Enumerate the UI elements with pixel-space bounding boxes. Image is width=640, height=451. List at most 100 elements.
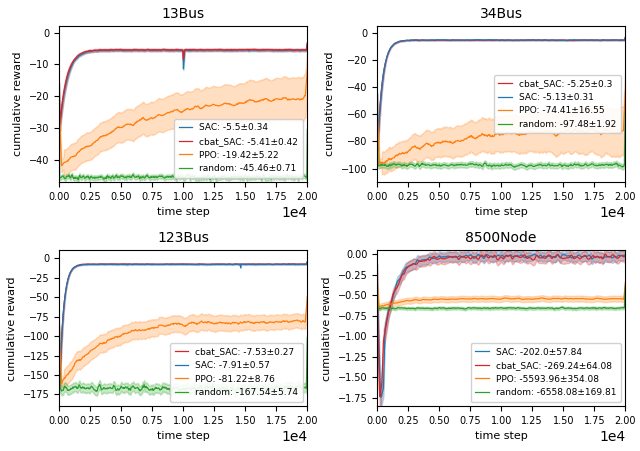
cbat_SAC: -7.53±0.27: (0, -102): -7.53±0.27: (0, -102) bbox=[55, 335, 63, 340]
PPO: -19.42±5.22: (200, -41.8): -19.42±5.22: (200, -41.8) bbox=[58, 163, 65, 168]
random: -45.46±0.71: (9.5e+03, -45.7): -45.46±0.71: (9.5e+03, -45.7) bbox=[173, 175, 180, 180]
PPO: -19.42±5.22: (1.09e+04, -23.7): -19.42±5.22: (1.09e+04, -23.7) bbox=[190, 105, 198, 110]
random: -97.48±1.92: (9.5e+03, -98.1): -97.48±1.92: (9.5e+03, -98.1) bbox=[491, 163, 499, 169]
random: -167.54±5.74: (1.08e+04, -166): -167.54±5.74: (1.08e+04, -166) bbox=[189, 385, 197, 390]
Line: cbat_SAC: -5.25±0.3: cbat_SAC: -5.25±0.3 bbox=[377, 37, 625, 141]
Line: PPO: -19.42±5.22: PPO: -19.42±5.22 bbox=[59, 70, 307, 166]
Legend: cbat_SAC: -5.25±0.3, SAC: -5.13±0.31, PPO: -74.41±16.55, random: -97.48±1.92: cbat_SAC: -5.25±0.3, SAC: -5.13±0.31, PP… bbox=[494, 75, 621, 133]
cbat_SAC: -5.41±0.42: (1.96e+04, -5.35): -5.41±0.42: (1.96e+04, -5.35) bbox=[298, 47, 306, 52]
random: -97.48±1.92: (1.08e+04, -97.5): -97.48±1.92: (1.08e+04, -97.5) bbox=[508, 162, 515, 168]
SAC: -5.5±0.34: (9.54e+03, -5.57): -5.5±0.34: (9.54e+03, -5.57) bbox=[173, 48, 181, 53]
SAC: -5.13±0.31: (9.66e+03, -5.04): -5.13±0.31: (9.66e+03, -5.04) bbox=[493, 37, 500, 42]
Line: PPO: -5593.96±354.08: PPO: -5593.96±354.08 bbox=[377, 281, 625, 308]
PPO: -81.22±8.76: (9.66e+03, -84.3): -81.22±8.76: (9.66e+03, -84.3) bbox=[175, 321, 183, 327]
Y-axis label: cumulative reward: cumulative reward bbox=[322, 276, 332, 381]
PPO: -5593.96±354.08: (1.19e+04, -0.544): -5593.96±354.08: (1.19e+04, -0.544) bbox=[522, 296, 529, 302]
SAC: -5.13±0.31: (1.09e+04, -5.24): -5.13±0.31: (1.09e+04, -5.24) bbox=[508, 37, 516, 43]
PPO: -19.42±5.22: (9.54e+03, -24.2): -19.42±5.22: (9.54e+03, -24.2) bbox=[173, 107, 181, 112]
SAC: -5.5±0.34: (1.96e+04, -5.48): -5.5±0.34: (1.96e+04, -5.48) bbox=[298, 47, 306, 53]
random: -6558.08±169.81: (1.43e+04, -0.666): -6558.08±169.81: (1.43e+04, -0.666) bbox=[550, 306, 558, 312]
PPO: -19.42±5.22: (9.66e+03, -24.7): -19.42±5.22: (9.66e+03, -24.7) bbox=[175, 108, 183, 114]
random: -97.48±1.92: (9.62e+03, -97.9): -97.48±1.92: (9.62e+03, -97.9) bbox=[493, 163, 500, 168]
SAC: -5.5±0.34: (1.19e+04, -5.45): -5.5±0.34: (1.19e+04, -5.45) bbox=[204, 47, 211, 53]
random: -97.48±1.92: (1.11e+04, -99): -97.48±1.92: (1.11e+04, -99) bbox=[511, 165, 518, 170]
random: -6558.08±169.81: (1.96e+04, -0.652): -6558.08±169.81: (1.96e+04, -0.652) bbox=[616, 305, 624, 311]
SAC: -5.13±0.31: (1.19e+04, -5.17): -5.13±0.31: (1.19e+04, -5.17) bbox=[522, 37, 529, 43]
SAC: -5.13±0.31: (2e+04, -3.12): -5.13±0.31: (2e+04, -3.12) bbox=[621, 35, 629, 40]
random: -97.48±1.92: (0, -58.4): -97.48±1.92: (0, -58.4) bbox=[373, 110, 381, 115]
Legend: SAC: -202.0±57.84, cbat_SAC: -269.24±64.08, PPO: -5593.96±354.08, random: -6558.: SAC: -202.0±57.84, cbat_SAC: -269.24±64.… bbox=[470, 343, 621, 402]
PPO: -5593.96±354.08: (160, -0.645): -5593.96±354.08: (160, -0.645) bbox=[375, 305, 383, 310]
PPO: -74.41±16.55: (9.66e+03, -74.2): -74.41±16.55: (9.66e+03, -74.2) bbox=[493, 131, 500, 136]
cbat_SAC: -7.53±0.27: (9.66e+03, -7.59): -7.53±0.27: (9.66e+03, -7.59) bbox=[175, 262, 183, 267]
PPO: -19.42±5.22: (1.19e+04, -22.9): -19.42±5.22: (1.19e+04, -22.9) bbox=[204, 103, 211, 108]
cbat_SAC: -5.25±0.3: (80.2, -79.6): -5.25±0.3: (80.2, -79.6) bbox=[374, 138, 382, 143]
PPO: -81.22±8.76: (1.64e+04, -81.9): -81.22±8.76: (1.64e+04, -81.9) bbox=[259, 319, 267, 325]
SAC: -202.0±57.84: (1.96e+04, -0.0168): -202.0±57.84: (1.96e+04, -0.0168) bbox=[616, 253, 624, 258]
Y-axis label: cumulative reward: cumulative reward bbox=[13, 52, 23, 156]
random: -6558.08±169.81: (1.08e+04, -0.651): -6558.08±169.81: (1.08e+04, -0.651) bbox=[508, 305, 515, 311]
random: -167.54±5.74: (2e+04, -102): -167.54±5.74: (2e+04, -102) bbox=[303, 335, 311, 340]
random: -45.46±0.71: (1.64e+04, -44.8): -45.46±0.71: (1.64e+04, -44.8) bbox=[259, 172, 267, 178]
SAC: -7.91±0.57: (80.2, -152): -7.91±0.57: (80.2, -152) bbox=[56, 374, 64, 379]
SAC: -7.91±0.57: (1.19e+04, -8.05): -7.91±0.57: (1.19e+04, -8.05) bbox=[204, 262, 211, 267]
SAC: -7.91±0.57: (0, -102): -7.91±0.57: (0, -102) bbox=[55, 335, 63, 340]
PPO: -5593.96±354.08: (9.54e+03, -0.542): -5593.96±354.08: (9.54e+03, -0.542) bbox=[492, 296, 499, 302]
cbat_SAC: -7.53±0.27: (9.54e+03, -7.49): -7.53±0.27: (9.54e+03, -7.49) bbox=[173, 261, 181, 267]
SAC: -7.91±0.57: (1.64e+04, -7.85): -7.91±0.57: (1.64e+04, -7.85) bbox=[259, 262, 267, 267]
cbat_SAC: -7.53±0.27: (80.2, -152): -7.53±0.27: (80.2, -152) bbox=[56, 374, 64, 379]
cbat_SAC: -5.41±0.42: (9.66e+03, -5.47): -5.41±0.42: (9.66e+03, -5.47) bbox=[175, 47, 183, 53]
cbat_SAC: -5.41±0.42: (80.2, -28.5): -5.41±0.42: (80.2, -28.5) bbox=[56, 121, 64, 126]
cbat_SAC: -7.53±0.27: (2e+04, -4.66): -7.53±0.27: (2e+04, -4.66) bbox=[303, 259, 311, 264]
SAC: -202.0±57.84: (9.54e+03, -0.0255): -202.0±57.84: (9.54e+03, -0.0255) bbox=[492, 254, 499, 259]
cbat_SAC: -5.25±0.3: (2e+04, -3.12): -5.25±0.3: (2e+04, -3.12) bbox=[621, 35, 629, 40]
PPO: -81.22±8.76: (9.54e+03, -84.2): -81.22±8.76: (9.54e+03, -84.2) bbox=[173, 321, 181, 327]
PPO: -74.41±16.55: (200, -96.8): -74.41±16.55: (200, -96.8) bbox=[376, 161, 383, 167]
SAC: -202.0±57.84: (1.65e+04, -0.0269): -202.0±57.84: (1.65e+04, -0.0269) bbox=[578, 254, 586, 259]
PPO: -5593.96±354.08: (9.66e+03, -0.543): -5593.96±354.08: (9.66e+03, -0.543) bbox=[493, 296, 500, 302]
cbat_SAC: -5.41±0.42: (1.19e+04, -5.37): -5.41±0.42: (1.19e+04, -5.37) bbox=[204, 47, 211, 52]
Y-axis label: cumulative reward: cumulative reward bbox=[325, 52, 335, 156]
PPO: -74.41±16.55: (9.54e+03, -74.6): -74.41±16.55: (9.54e+03, -74.6) bbox=[492, 131, 499, 137]
cbat_SAC: -269.24±64.08: (1.19e+04, -0.0115): -269.24±64.08: (1.19e+04, -0.0115) bbox=[522, 253, 529, 258]
SAC: -7.91±0.57: (9.54e+03, -7.96): -7.91±0.57: (9.54e+03, -7.96) bbox=[173, 262, 181, 267]
random: -167.54±5.74: (9.62e+03, -168): -167.54±5.74: (9.62e+03, -168) bbox=[175, 386, 182, 391]
PPO: -5593.96±354.08: (1.96e+04, -0.539): -5593.96±354.08: (1.96e+04, -0.539) bbox=[616, 296, 624, 301]
random: -6558.08±169.81: (9.62e+03, -0.654): -6558.08±169.81: (9.62e+03, -0.654) bbox=[493, 305, 500, 311]
cbat_SAC: -7.53±0.27: (1.19e+04, -7.72): -7.53±0.27: (1.19e+04, -7.72) bbox=[204, 262, 211, 267]
PPO: -74.41±16.55: (1.96e+04, -73): -74.41±16.55: (1.96e+04, -73) bbox=[616, 129, 624, 135]
SAC: -5.5±0.34: (9.66e+03, -5.46): -5.5±0.34: (9.66e+03, -5.46) bbox=[175, 47, 183, 53]
SAC: -7.91±0.57: (1.09e+04, -7.88): -7.91±0.57: (1.09e+04, -7.88) bbox=[190, 262, 198, 267]
Line: cbat_SAC: -5.41±0.42: cbat_SAC: -5.41±0.42 bbox=[59, 43, 307, 124]
SAC: -7.91±0.57: (1.96e+04, -7.89): -7.91±0.57: (1.96e+04, -7.89) bbox=[298, 262, 306, 267]
SAC: -202.0±57.84: (321, -1.74): -202.0±57.84: (321, -1.74) bbox=[377, 395, 385, 400]
SAC: -202.0±57.84: (0, -0.269): -202.0±57.84: (0, -0.269) bbox=[373, 274, 381, 279]
SAC: -5.5±0.34: (1.64e+04, -5.54): -5.5±0.34: (1.64e+04, -5.54) bbox=[259, 47, 267, 53]
random: -97.48±1.92: (1.19e+04, -98.3): -97.48±1.92: (1.19e+04, -98.3) bbox=[522, 164, 529, 169]
SAC: -5.5±0.34: (80.2, -28.7): -5.5±0.34: (80.2, -28.7) bbox=[56, 121, 64, 127]
X-axis label: time step: time step bbox=[157, 432, 209, 442]
Line: SAC: -7.91±0.57: SAC: -7.91±0.57 bbox=[59, 262, 307, 377]
cbat_SAC: -5.41±0.42: (9.54e+03, -5.36): -5.41±0.42: (9.54e+03, -5.36) bbox=[173, 47, 181, 52]
PPO: -81.22±8.76: (200, -162): -81.22±8.76: (200, -162) bbox=[58, 382, 65, 387]
SAC: -202.0±57.84: (9.66e+03, -0.0166): -202.0±57.84: (9.66e+03, -0.0166) bbox=[493, 253, 500, 258]
cbat_SAC: -269.24±64.08: (9.54e+03, -0.0201): -269.24±64.08: (9.54e+03, -0.0201) bbox=[492, 253, 499, 259]
PPO: -81.22±8.76: (1.09e+04, -82.4): -81.22±8.76: (1.09e+04, -82.4) bbox=[190, 320, 198, 325]
random: -6558.08±169.81: (9.5e+03, -0.651): -6558.08±169.81: (9.5e+03, -0.651) bbox=[491, 305, 499, 311]
SAC: -5.13±0.31: (0, -52): -5.13±0.31: (0, -52) bbox=[373, 101, 381, 106]
Line: random: -45.46±0.71: random: -45.46±0.71 bbox=[59, 129, 307, 180]
random: -45.46±0.71: (1.08e+04, -45.1): -45.46±0.71: (1.08e+04, -45.1) bbox=[189, 173, 197, 179]
random: -167.54±5.74: (1.64e+04, -165): -167.54±5.74: (1.64e+04, -165) bbox=[259, 384, 267, 389]
cbat_SAC: -5.25±0.3: (9.54e+03, -5.27): -5.25±0.3: (9.54e+03, -5.27) bbox=[492, 37, 499, 43]
PPO: -19.42±5.22: (1.96e+04, -21): -19.42±5.22: (1.96e+04, -21) bbox=[298, 97, 306, 102]
random: -97.48±1.92: (1.96e+04, -97.6): -97.48±1.92: (1.96e+04, -97.6) bbox=[616, 163, 624, 168]
cbat_SAC: -7.53±0.27: (1.96e+04, -7.46): -7.53±0.27: (1.96e+04, -7.46) bbox=[298, 261, 306, 267]
Y-axis label: cumulative reward: cumulative reward bbox=[7, 276, 17, 381]
random: -6558.08±169.81: (2e+04, -0.388): -6558.08±169.81: (2e+04, -0.388) bbox=[621, 284, 629, 289]
Line: cbat_SAC: -269.24±64.08: cbat_SAC: -269.24±64.08 bbox=[377, 254, 625, 396]
cbat_SAC: -269.24±64.08: (1.64e+04, -0.0445): -269.24±64.08: (1.64e+04, -0.0445) bbox=[577, 255, 585, 261]
cbat_SAC: -5.25±0.3: (1.96e+04, -5.34): -5.25±0.3: (1.96e+04, -5.34) bbox=[616, 37, 624, 43]
cbat_SAC: -7.53±0.27: (1.09e+04, -7.66): -7.53±0.27: (1.09e+04, -7.66) bbox=[190, 262, 198, 267]
random: -97.48±1.92: (1.64e+04, -97.6): -97.48±1.92: (1.64e+04, -97.6) bbox=[577, 162, 585, 168]
Title: 34Bus: 34Bus bbox=[480, 7, 523, 21]
